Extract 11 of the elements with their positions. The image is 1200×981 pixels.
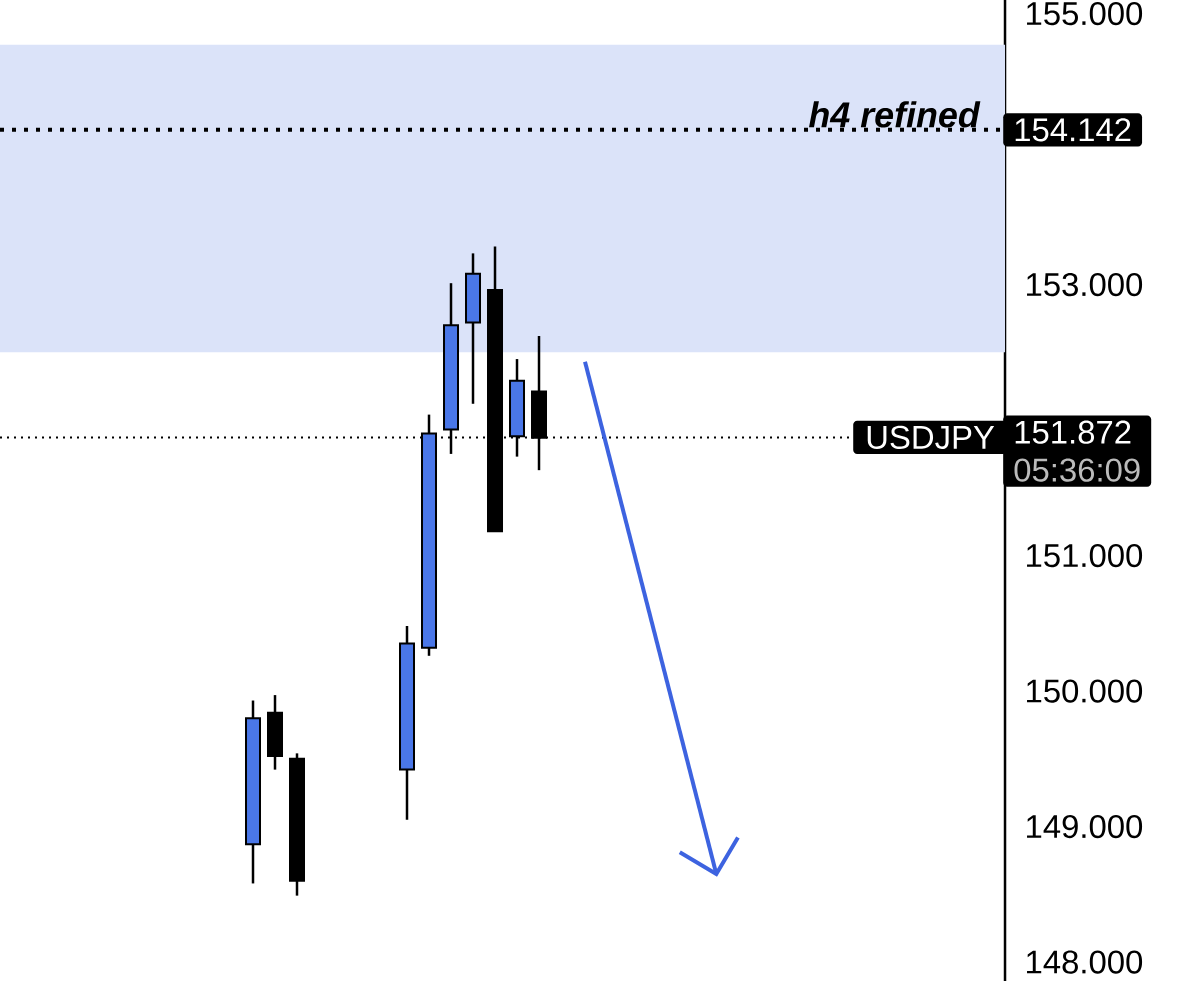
y-tick-label: 148.000 — [1027, 950, 1143, 974]
text: 05:36:09 — [1014, 458, 1140, 482]
ref-line-label: h4 refined — [809, 101, 981, 128]
text: 151.872 — [1015, 420, 1131, 444]
y-tick-label: 151.000 — [1027, 543, 1143, 568]
text: 154.142 — [1015, 118, 1131, 142]
y-tick-label: 153.000 — [1027, 272, 1143, 297]
y-tick-label: 150.000 — [1027, 679, 1143, 703]
y-tick-label: 155.000 — [1027, 1, 1143, 26]
ref-line-label: USDJPY — [867, 425, 995, 450]
y-tick-label: 149.000 — [1027, 814, 1143, 839]
